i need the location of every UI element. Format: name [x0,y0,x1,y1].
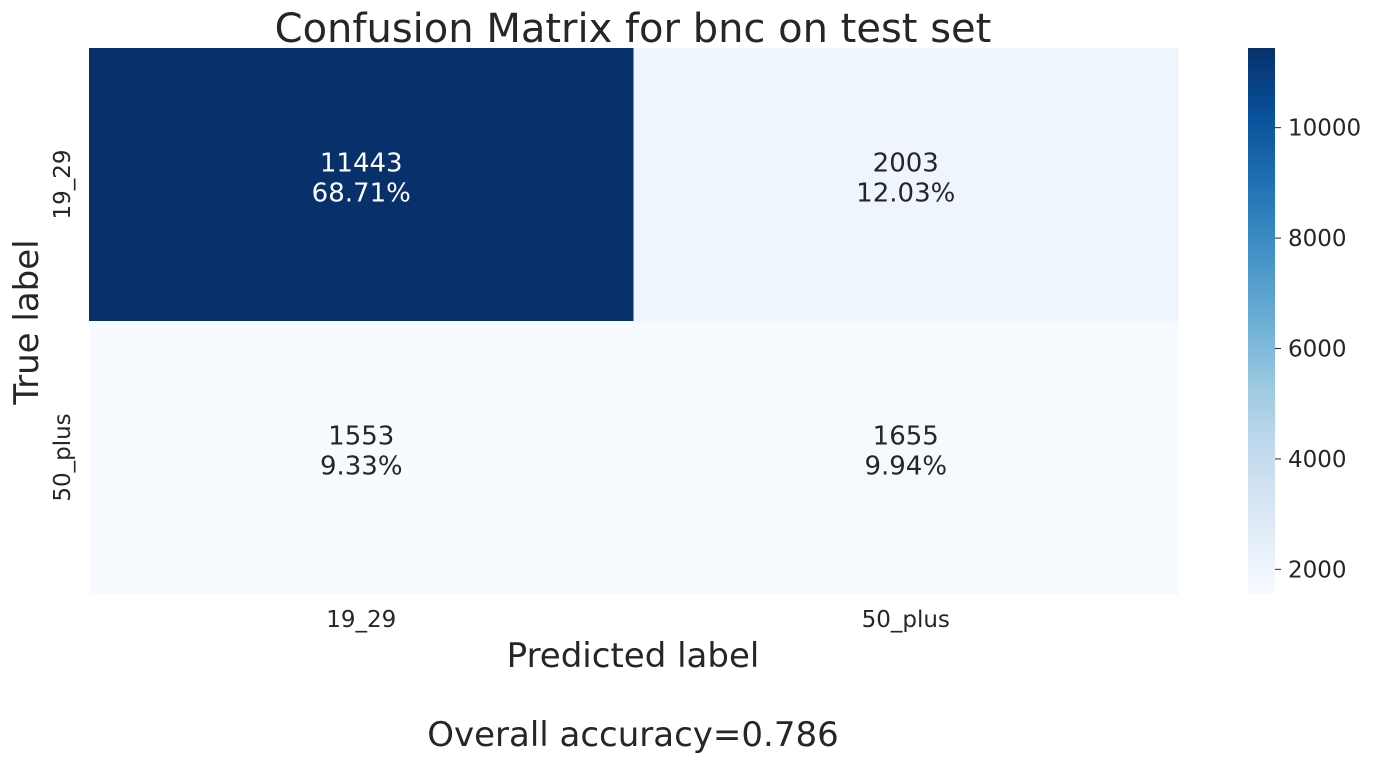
colorbar-tick-label: 8000 [1288,226,1347,252]
cell-percent-label: 9.94% [864,452,947,482]
colorbar-tick-label: 6000 [1288,336,1347,362]
x-tick-labels: 19_29 50_plus [326,607,950,633]
heatmap-cell [89,321,634,595]
y-tick-label: 50_plus [50,413,76,501]
cell-count-label: 11443 [320,149,403,179]
overall-accuracy: Overall accuracy=0.786 [427,715,839,755]
colorbar-tick-label: 4000 [1288,447,1347,473]
cell-count-label: 1655 [873,422,939,452]
cell-count-label: 1553 [328,422,394,452]
chart-title: Confusion Matrix for bnc on test set [275,6,992,52]
heatmap-cell [633,321,1179,595]
colorbar-tick-label: 2000 [1288,557,1347,583]
colorbar-ticks: 2000 4000 6000 8000 10000 [1275,116,1361,583]
colorbar-tick-label: 10000 [1288,116,1361,142]
cell-percent-label: 12.03% [856,179,955,209]
heatmap-cells [89,48,1179,595]
cell-count-label: 2003 [873,149,939,179]
x-tick-label: 19_29 [326,607,396,633]
heatmap-cell [89,48,634,322]
x-tick-label: 50_plus [862,607,950,633]
cell-percent-label: 68.71% [312,179,411,209]
x-axis-label: Predicted label [507,636,760,676]
cell-percent-label: 9.33% [320,452,403,482]
y-axis-label: True label [7,239,47,405]
y-tick-labels: 19_29 50_plus [50,149,76,501]
colorbar [1248,48,1275,594]
y-tick-label: 19_29 [50,149,76,219]
heatmap-cell [633,48,1179,322]
